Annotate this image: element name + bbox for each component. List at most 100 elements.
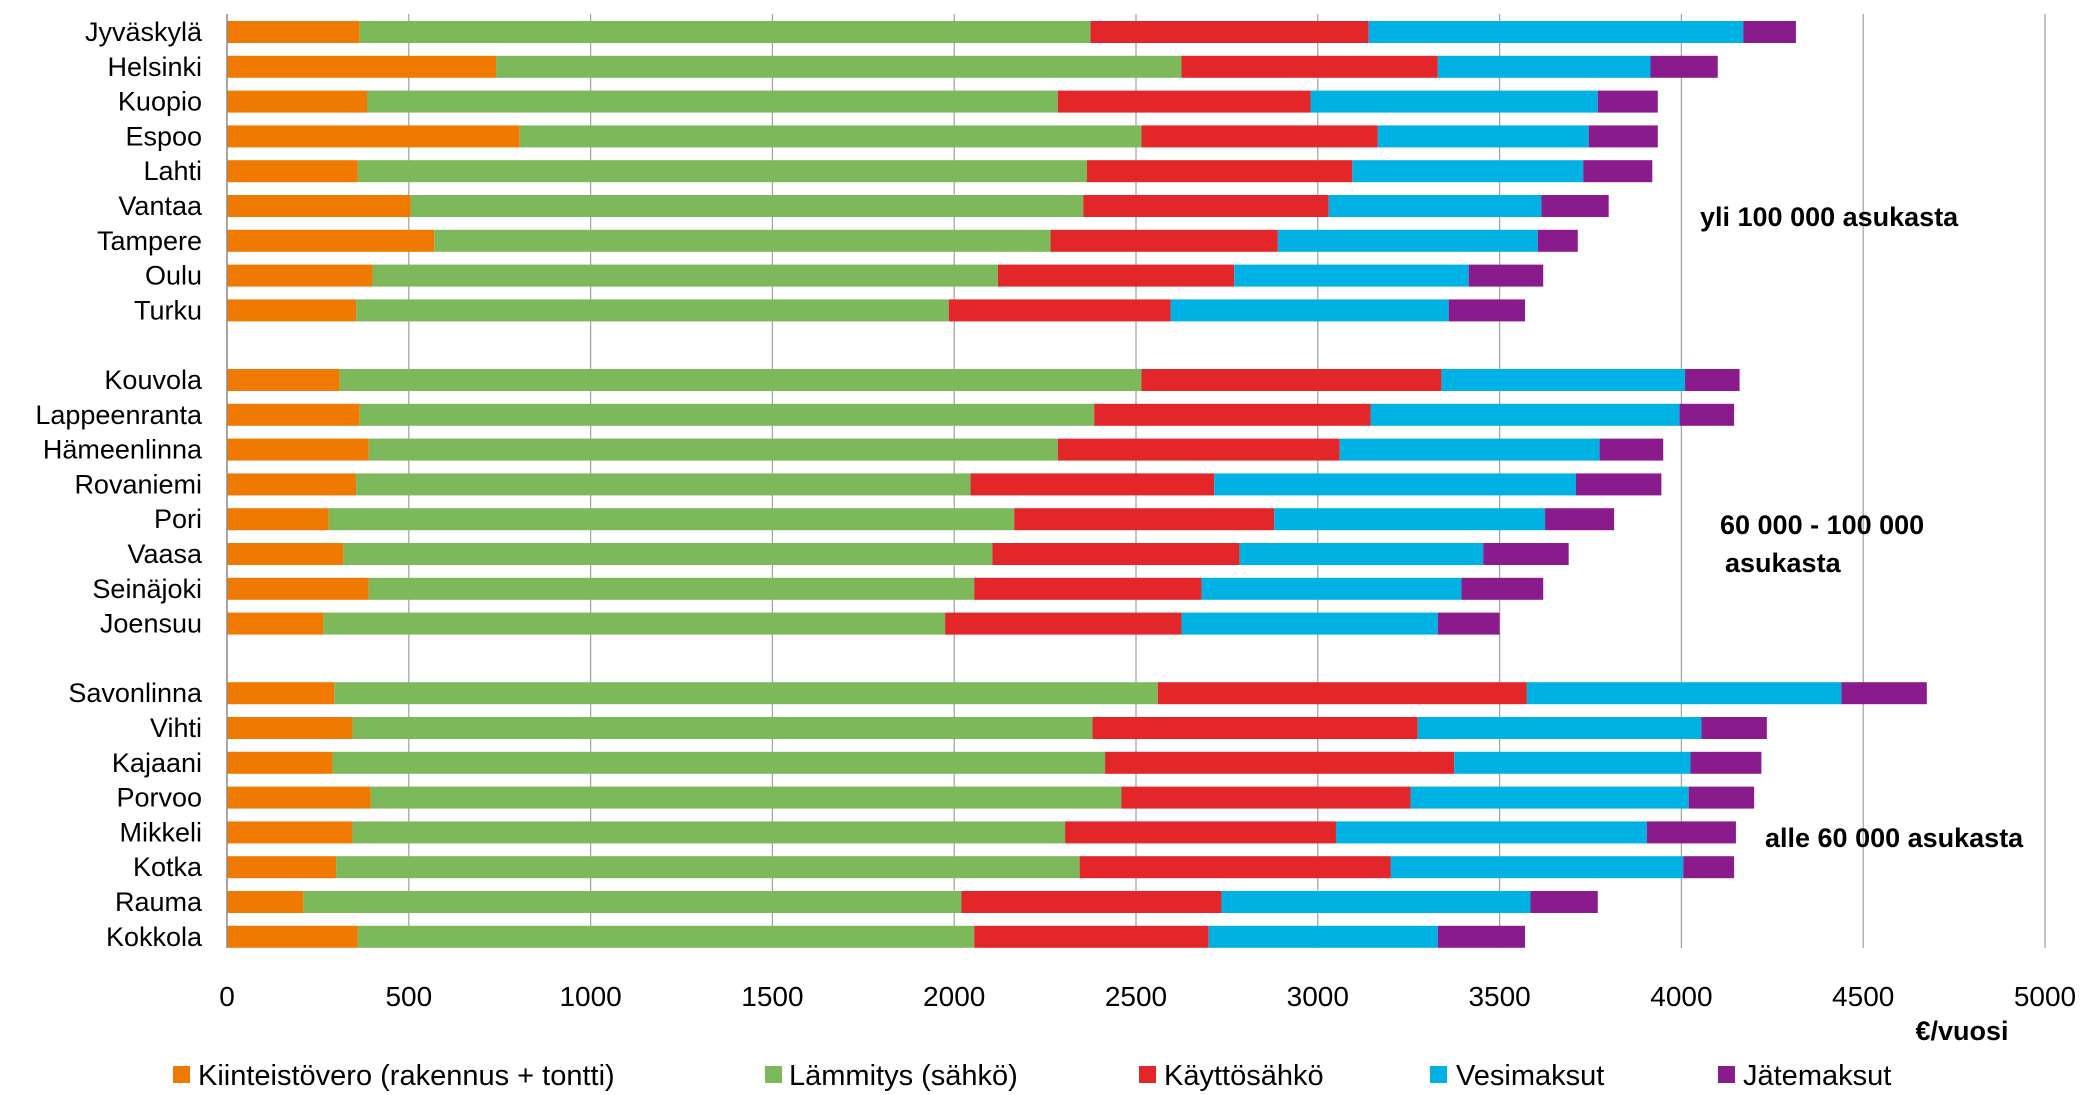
bar-segment bbox=[1461, 577, 1544, 600]
bar-segment bbox=[1575, 473, 1662, 496]
bar-segment bbox=[1650, 55, 1718, 78]
bar-segment bbox=[974, 925, 1209, 948]
x-tick-label: 2000 bbox=[923, 981, 985, 1012]
category-label: Vaasa bbox=[127, 539, 203, 569]
bar-segment bbox=[992, 543, 1240, 565]
legend-swatch bbox=[1430, 1066, 1447, 1083]
category-label: Joensuu bbox=[100, 609, 202, 639]
category-label: Oulu bbox=[145, 261, 202, 291]
category-label: Vantaa bbox=[118, 191, 203, 221]
bar-segment bbox=[1690, 751, 1762, 774]
bar-segment bbox=[352, 717, 1093, 739]
bar-segment bbox=[372, 264, 998, 287]
bar-segment bbox=[227, 891, 304, 913]
bar-segment bbox=[1448, 299, 1526, 322]
category-label: Savonlinna bbox=[68, 678, 203, 708]
bar-segment bbox=[1370, 403, 1680, 426]
bar-segment bbox=[357, 925, 975, 948]
group-label: yli 100 000 asukasta bbox=[1700, 202, 1959, 232]
x-tick-label: 5000 bbox=[2014, 981, 2076, 1012]
bar-segment bbox=[227, 925, 358, 948]
bar-segment bbox=[1050, 229, 1278, 252]
category-label: Hämeenlinna bbox=[43, 435, 203, 465]
bar-segment bbox=[1597, 90, 1658, 113]
bar-segment bbox=[368, 438, 1058, 461]
bar-segment bbox=[1214, 473, 1576, 496]
bar-segment bbox=[1701, 717, 1767, 739]
bar-segment bbox=[1277, 229, 1538, 252]
bar-segment bbox=[227, 90, 367, 113]
category-label: Jyväskylä bbox=[85, 17, 203, 47]
category-label: Kotka bbox=[133, 852, 203, 882]
bar-segment bbox=[1468, 264, 1544, 287]
bar-segment bbox=[1086, 160, 1353, 183]
legend-label: Lämmitys (sähkö) bbox=[789, 1060, 1018, 1092]
bar-segment bbox=[356, 473, 971, 496]
bar-segment bbox=[1339, 438, 1600, 461]
bar-segment bbox=[227, 55, 497, 78]
bar-segment bbox=[368, 577, 975, 600]
x-tick-label: 1500 bbox=[741, 981, 803, 1012]
group-label: alle 60 000 asukasta bbox=[1765, 823, 2024, 853]
bar-segment bbox=[227, 21, 360, 43]
bar-segment bbox=[1057, 90, 1311, 113]
bar-segment bbox=[334, 682, 1158, 705]
bar-segment bbox=[948, 299, 1171, 322]
x-tick-label: 0 bbox=[219, 981, 235, 1012]
bar-segment bbox=[1141, 369, 1442, 391]
bar-segment bbox=[1583, 160, 1653, 183]
legend-label: Jätemaksut bbox=[1743, 1060, 1891, 1092]
bar-segment bbox=[227, 160, 358, 183]
bar-segment bbox=[1274, 508, 1546, 531]
bar-segment bbox=[1541, 195, 1609, 217]
bar-segment bbox=[1170, 299, 1449, 322]
bar-segment bbox=[1537, 229, 1578, 252]
bar-segment bbox=[366, 90, 1058, 113]
bar-segment bbox=[227, 403, 360, 426]
bar-segment bbox=[1201, 577, 1462, 600]
bar-segment bbox=[1743, 21, 1796, 43]
bar-segment bbox=[227, 438, 369, 461]
bar-segment bbox=[1683, 856, 1735, 879]
bar-segment bbox=[227, 577, 369, 600]
bar-segment bbox=[1410, 786, 1689, 809]
category-label: Kajaani bbox=[112, 748, 202, 778]
bar-segment bbox=[1679, 403, 1735, 426]
bar-segment bbox=[1014, 508, 1275, 531]
bar-segment bbox=[1065, 821, 1336, 844]
category-label: Turku bbox=[134, 295, 202, 325]
bar-segment bbox=[1377, 125, 1589, 148]
bar-segment bbox=[1328, 195, 1542, 217]
category-label: Tampere bbox=[97, 226, 202, 256]
bar-segment bbox=[1090, 21, 1369, 43]
bar-segment bbox=[359, 21, 1091, 43]
bar-segment bbox=[227, 856, 337, 879]
bar-segment bbox=[1094, 403, 1371, 426]
category-label: Vihti bbox=[150, 713, 202, 743]
x-tick-label: 3000 bbox=[1287, 981, 1349, 1012]
bar-segment bbox=[1368, 21, 1744, 43]
x-tick-label: 4500 bbox=[1832, 981, 1894, 1012]
bar-segment bbox=[1437, 55, 1651, 78]
bar-segment bbox=[357, 160, 1087, 183]
category-label: Mikkeli bbox=[119, 817, 202, 847]
x-tick-label: 500 bbox=[385, 981, 432, 1012]
bar-segment bbox=[1121, 786, 1411, 809]
bar-segment bbox=[1437, 925, 1526, 948]
bar-segment bbox=[328, 508, 1015, 531]
legend-label: Käyttösähkö bbox=[1164, 1060, 1324, 1092]
bar-segment bbox=[1141, 125, 1378, 148]
bar-segment bbox=[227, 125, 520, 148]
legend-swatch bbox=[765, 1066, 782, 1083]
bar-segment bbox=[1437, 612, 1500, 635]
x-tick-label: 4000 bbox=[1650, 981, 1712, 1012]
legend-label: Kiinteistövero (rakennus + tontti) bbox=[198, 1060, 615, 1092]
bar-segment bbox=[1530, 891, 1598, 913]
bar-segment bbox=[227, 786, 371, 809]
bar-segment bbox=[434, 229, 1051, 252]
bar-segment bbox=[227, 682, 335, 705]
group-labels: yli 100 000 asukasta 60 000 - 100 000 asuk… bbox=[1700, 202, 2024, 853]
bar-segment bbox=[303, 891, 962, 913]
bar-segment bbox=[336, 856, 1080, 879]
